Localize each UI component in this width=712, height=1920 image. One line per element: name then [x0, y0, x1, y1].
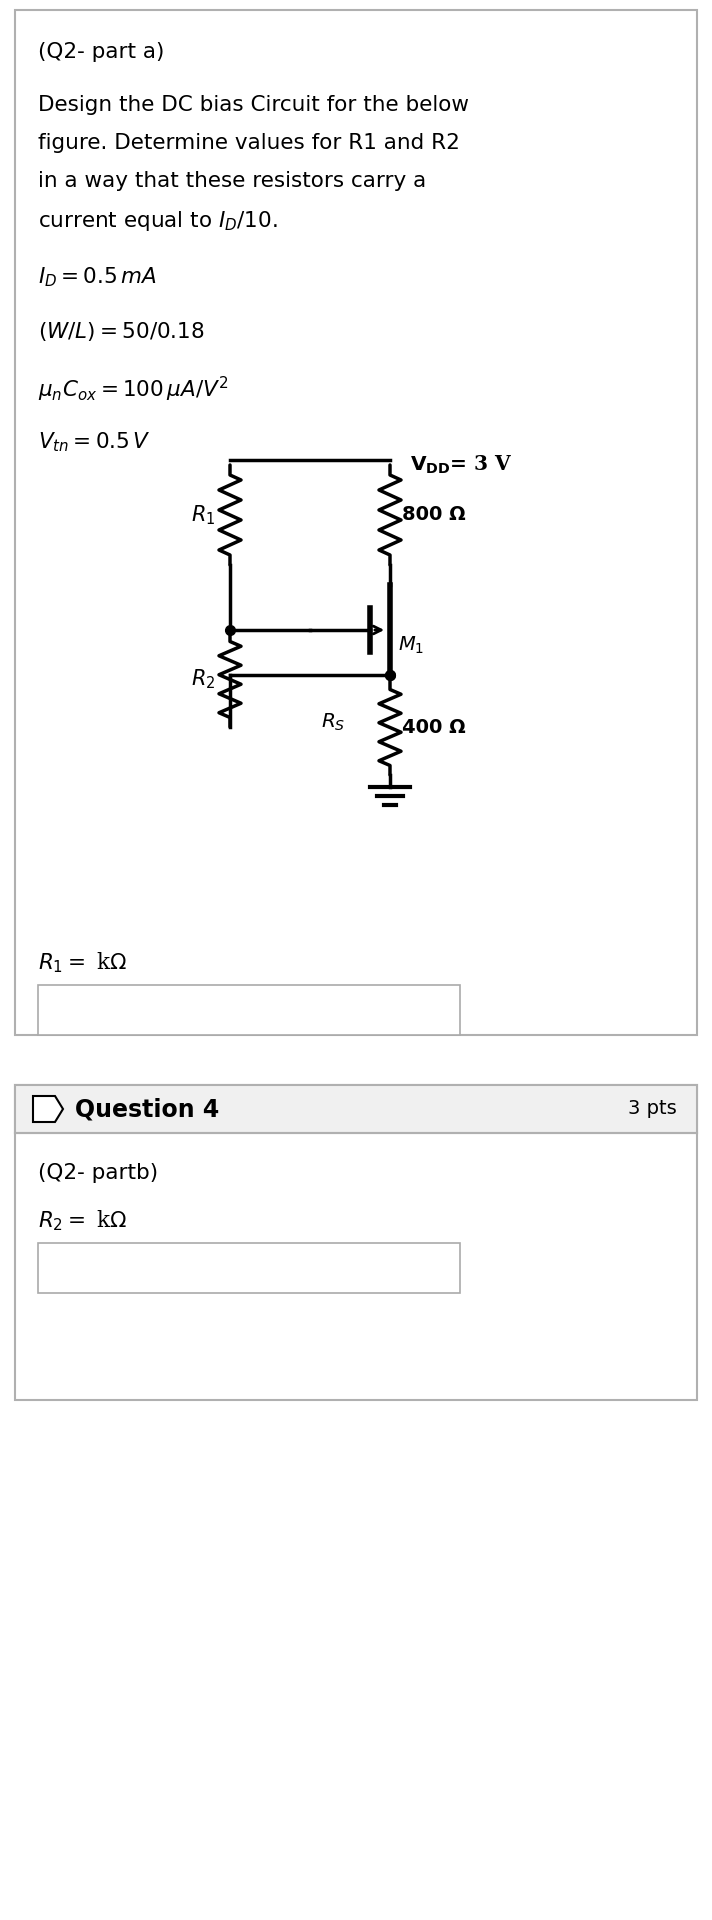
Text: $(W/L) = 50/0.18$: $(W/L) = 50/0.18$ — [38, 321, 204, 344]
Text: figure. Determine values for R1 and R2: figure. Determine values for R1 and R2 — [38, 132, 460, 154]
Text: in a way that these resistors carry a: in a way that these resistors carry a — [38, 171, 426, 190]
Text: 800 Ω: 800 Ω — [402, 505, 466, 524]
Bar — [15, 1085, 697, 1133]
Text: $\mathbf{V_{DD}}$= 3 V: $\mathbf{V_{DD}}$= 3 V — [410, 453, 513, 476]
Text: $R_S$: $R_S$ — [320, 712, 345, 733]
Text: (Q2- partb): (Q2- partb) — [38, 1164, 158, 1183]
Text: $I_D = 0.5\,mA$: $I_D = 0.5\,mA$ — [38, 265, 157, 288]
Text: 400 Ω: 400 Ω — [402, 718, 466, 737]
Text: $\mu_n C_{ox} = 100\,\mu A/V^2$: $\mu_n C_{ox} = 100\,\mu A/V^2$ — [38, 374, 229, 405]
Text: $R_2$: $R_2$ — [191, 668, 215, 691]
Text: 3 pts: 3 pts — [628, 1100, 677, 1119]
Text: Design the DC bias Circuit for the below: Design the DC bias Circuit for the below — [38, 94, 469, 115]
Text: Question 4: Question 4 — [75, 1096, 219, 1121]
Bar — [38, 985, 460, 1035]
Text: $V_{tn} = 0.5\,V$: $V_{tn} = 0.5\,V$ — [38, 430, 151, 453]
Text: $R_1$: $R_1$ — [191, 503, 215, 526]
Polygon shape — [33, 1096, 63, 1121]
Text: $M_1$: $M_1$ — [398, 634, 424, 655]
Bar — [15, 1085, 697, 1400]
Text: $R_1 = $ k$\Omega$: $R_1 = $ k$\Omega$ — [38, 950, 127, 975]
Text: $R_2 = $ k$\Omega$: $R_2 = $ k$\Omega$ — [38, 1208, 127, 1233]
Text: (Q2- part a): (Q2- part a) — [38, 42, 164, 61]
Bar — [15, 10, 697, 1035]
Bar — [38, 1242, 460, 1292]
Text: current equal to $I_D$/10.: current equal to $I_D$/10. — [38, 209, 278, 232]
